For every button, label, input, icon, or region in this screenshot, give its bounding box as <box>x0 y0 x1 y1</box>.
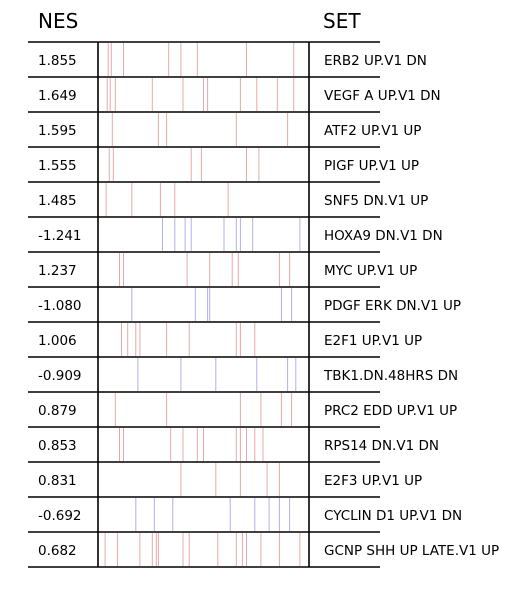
table-row: 0.879 PRC2 EDD UP.V1 UP <box>38 393 457 426</box>
nes-value: 0.853 <box>38 438 77 454</box>
nes-value: 1.555 <box>38 158 77 174</box>
nes-value: -0.692 <box>38 508 82 524</box>
table-row: 1.006 E2F1 UP.V1 UP <box>38 323 422 356</box>
nes-value: -1.080 <box>38 298 82 314</box>
header-set: SET <box>323 9 361 33</box>
nes-value: 1.006 <box>38 333 77 349</box>
set-name: PDGF ERK DN.V1 UP <box>324 298 461 314</box>
table-row: 0.853 RPS14 DN.V1 DN <box>38 428 439 461</box>
table-rows: 1.855 ERB2 UP.V1 DN1.649 VEGF A UP.V1 DN1.… <box>38 43 499 566</box>
table-row: 1.595 ATF2 UP.V1 UP <box>38 113 421 146</box>
nes-value: 0.879 <box>38 403 77 419</box>
nes-value: 1.649 <box>38 88 77 104</box>
table-row: 0.831 E2F3 UP.V1 UP <box>38 463 422 496</box>
table-row: -1.080 PDGF ERK DN.V1 UP <box>38 288 461 321</box>
set-name: CYCLIN D1 UP.V1 DN <box>324 508 462 524</box>
set-name: E2F1 UP.V1 UP <box>324 333 422 349</box>
table-row: 1.649 VEGF A UP.V1 DN <box>38 78 441 111</box>
nes-value: 0.831 <box>38 473 77 489</box>
set-name: GCNP SHH UP LATE.V1 UP <box>324 543 499 559</box>
table-row: -1.241 HOXA9 DN.V1 DN <box>38 218 443 251</box>
set-name: MYC UP.V1 UP <box>324 263 417 279</box>
table-grid <box>28 41 380 568</box>
set-name: ERB2 UP.V1 DN <box>324 53 427 69</box>
nes-value: 1.237 <box>38 263 77 279</box>
table-row: 1.855 ERB2 UP.V1 DN <box>38 43 427 76</box>
nes-value: 1.595 <box>38 123 77 139</box>
nes-value: -1.241 <box>38 228 82 244</box>
set-name: VEGF A UP.V1 DN <box>324 88 441 104</box>
nes-value: -0.909 <box>38 368 82 384</box>
set-name: RPS14 DN.V1 DN <box>324 438 439 454</box>
set-name: TBK1.DN.48HRS DN <box>323 368 458 384</box>
header-nes: NES <box>38 9 78 33</box>
nes-value: 0.682 <box>38 543 77 559</box>
set-name: E2F3 UP.V1 UP <box>324 473 422 489</box>
table-row: -0.909 TBK1.DN.48HRS DN <box>38 358 458 391</box>
table-row: 1.485 SNF5 DN.V1 UP <box>38 183 428 216</box>
table-row: 1.237 MYC UP.V1 UP <box>38 253 417 286</box>
nes-value: 1.855 <box>38 53 77 69</box>
table-row: 1.555 PIGF UP.V1 UP <box>38 148 419 181</box>
table-row: 0.682 GCNP SHH UP LATE.V1 UP <box>38 533 499 566</box>
set-name: HOXA9 DN.V1 DN <box>324 228 443 244</box>
table-row: -0.692 CYCLIN D1 UP.V1 DN <box>38 498 462 531</box>
nes-value: 1.485 <box>38 193 77 209</box>
set-name: PRC2 EDD UP.V1 UP <box>324 403 457 419</box>
set-name: PIGF UP.V1 UP <box>324 158 419 174</box>
set-name: ATF2 UP.V1 UP <box>324 123 421 139</box>
set-name: SNF5 DN.V1 UP <box>324 193 428 209</box>
